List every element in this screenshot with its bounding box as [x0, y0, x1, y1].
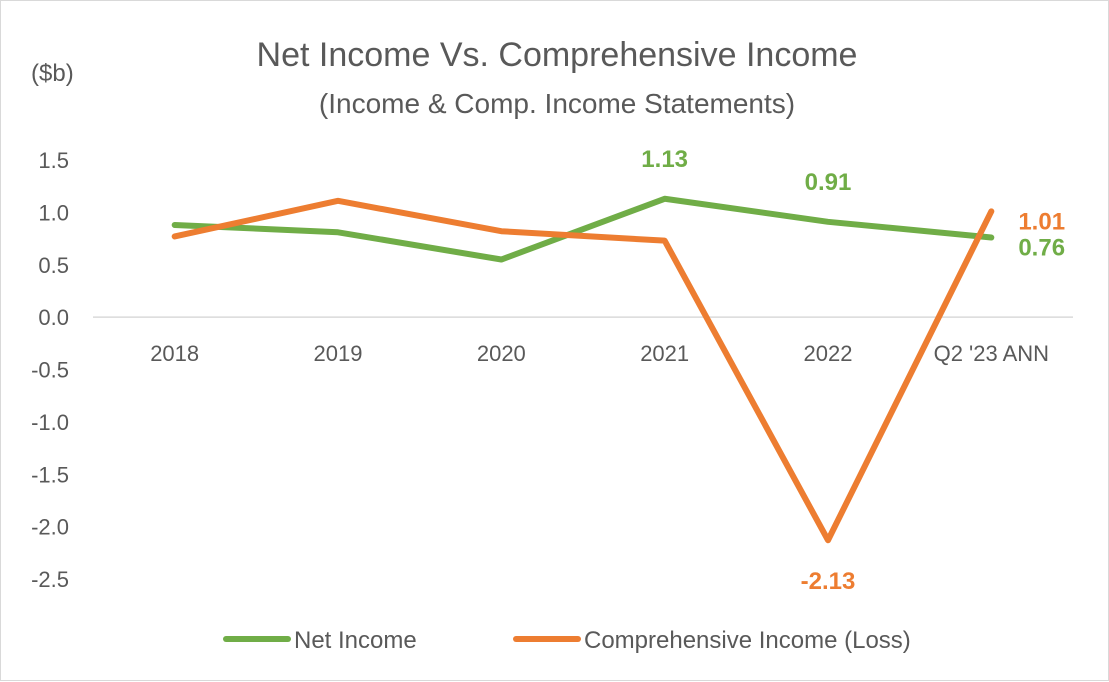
x-tick-label: Q2 '23 ANN	[934, 341, 1049, 366]
x-tick-label: 2019	[314, 341, 363, 366]
y-tick-label: -2.0	[31, 515, 69, 540]
x-tick-label: 2022	[804, 341, 853, 366]
y-tick-label: 1.0	[38, 200, 69, 225]
legend-label: Net Income	[294, 627, 417, 654]
legend-label: Comprehensive Income (Loss)	[584, 627, 911, 654]
series-lines	[171, 195, 995, 544]
legend: Net Income Comprehensive Income (Loss)	[223, 627, 911, 654]
x-tick-label: 2021	[640, 341, 689, 366]
x-tick-label: 2018	[150, 341, 199, 366]
data-labels: 1.13 0.91 0.76 -2.13 1.01	[641, 146, 1065, 595]
data-label: -2.13	[801, 568, 856, 595]
y-tick-label: -1.0	[31, 410, 69, 435]
chart-subtitle: (Income & Comp. Income Statements)	[319, 88, 795, 119]
chart-title: Net Income Vs. Comprehensive Income	[257, 36, 858, 74]
data-label: 1.13	[641, 146, 688, 173]
y-tick-label: -0.5	[31, 358, 69, 383]
x-tick-label: 2020	[477, 341, 526, 366]
y-tick-label: 1.5	[38, 148, 69, 173]
y-axis-unit-label: ($b)	[31, 60, 74, 87]
y-tick-label: -1.5	[31, 462, 69, 487]
y-axis-ticks: 1.5 1.0 0.5 0.0 -0.5 -1.0 -1.5 -2.0 -2.5	[31, 148, 69, 592]
net-income-line	[171, 195, 995, 263]
data-label: 1.01	[1018, 208, 1065, 235]
data-label: 0.91	[805, 169, 852, 196]
y-tick-label: 0.5	[38, 253, 69, 278]
comprehensive-income-line	[171, 197, 995, 544]
data-label: 0.76	[1018, 235, 1065, 262]
y-tick-label: 0.0	[38, 305, 69, 330]
x-axis-ticks: 2018 2019 2020 2021 2022 Q2 '23 ANN	[150, 341, 1049, 366]
y-tick-label: -2.5	[31, 567, 69, 592]
